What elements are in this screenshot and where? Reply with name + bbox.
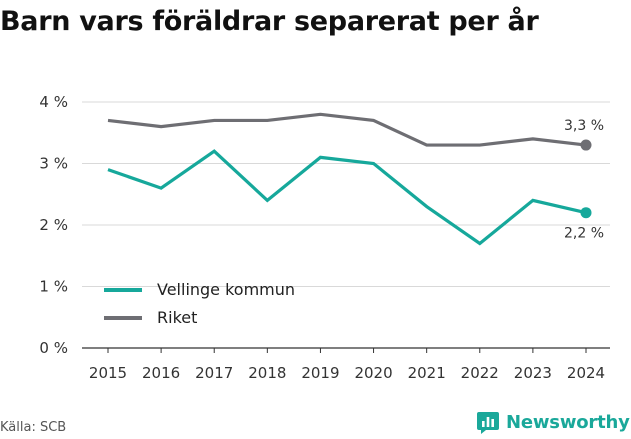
legend-label: Riket [157, 308, 197, 327]
series-end-point [580, 207, 592, 219]
y-tick-label: 1 % [39, 278, 68, 296]
x-tick-label: 2023 [514, 364, 552, 382]
x-tick-label: 2018 [248, 364, 286, 382]
x-tick-label: 2017 [195, 364, 233, 382]
y-tick-label: 0 % [39, 339, 68, 357]
x-tick-label: 2019 [301, 364, 339, 382]
x-tick-label: 2021 [408, 364, 446, 382]
x-tick-label: 2022 [461, 364, 499, 382]
legend-label: Vellinge kommun [157, 280, 295, 299]
chart-title: Barn vars föräldrar separerat per år [0, 6, 539, 37]
series-line [107, 149, 587, 246]
end-value-label: 2,2 % [564, 226, 604, 242]
brand-name: Newsworthy [506, 411, 630, 433]
y-tick-label: 4 % [39, 93, 68, 111]
x-tick-label: 2015 [89, 364, 127, 382]
end-value-label: 3,3 % [564, 118, 604, 134]
y-tick-label: 3 % [39, 155, 68, 173]
x-tick-label: 2020 [354, 364, 392, 382]
x-tick-label: 2016 [142, 364, 180, 382]
series-end-point [580, 139, 592, 151]
y-tick-label: 2 % [39, 216, 68, 234]
brand-logo: Newsworthy [476, 410, 630, 434]
source-note: Källa: SCB [0, 420, 67, 435]
series-line [107, 112, 587, 147]
newsworthy-chart-bubble-icon [477, 412, 499, 434]
x-tick-label: 2024 [567, 364, 605, 382]
